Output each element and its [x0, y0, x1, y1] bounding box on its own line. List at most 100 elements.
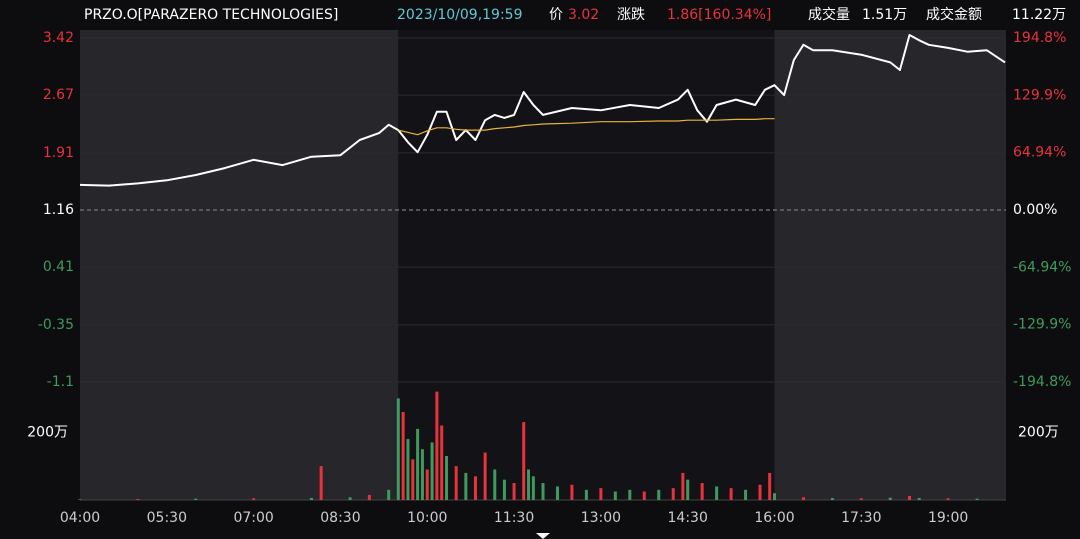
volume-bar — [367, 494, 371, 500]
x-tick-label: 08:30 — [320, 510, 360, 526]
volume-bar — [859, 498, 863, 500]
volume-bar — [440, 425, 444, 500]
volume: 1.51万 — [862, 7, 907, 23]
volume-bar — [411, 459, 415, 500]
x-tick-label: 10:00 — [407, 510, 447, 526]
volume-bar — [406, 439, 410, 500]
y-tick-label: -1.1 — [47, 374, 74, 390]
volume-bar — [252, 498, 256, 500]
volume-bar — [473, 476, 477, 500]
volume-tick-label: 200万 — [1018, 424, 1059, 440]
y2-tick-label: -194.8% — [1013, 374, 1071, 390]
volume-bar — [830, 497, 834, 500]
average-line — [398, 118, 775, 136]
y-tick-label: 1.91 — [43, 145, 74, 161]
volume-bar — [744, 489, 748, 500]
y2-tick-label: -64.94% — [1013, 259, 1071, 275]
volume-bar — [416, 428, 420, 500]
y2-tick-label: 64.94% — [1013, 145, 1066, 161]
volume-bar — [541, 483, 545, 500]
y-tick-label: 1.16 — [43, 202, 74, 218]
y2-tick-label: 194.8% — [1013, 30, 1066, 46]
regular-shade — [398, 30, 775, 500]
x-tick-label: 13:00 — [581, 510, 621, 526]
x-tick-label: 04:00 — [60, 510, 100, 526]
postmarket-shade — [774, 30, 1006, 500]
volume-bar — [917, 497, 921, 500]
volume-bar — [570, 484, 574, 500]
volume-bar — [946, 498, 950, 500]
volume-bar — [502, 479, 506, 500]
y2-tick-label: 129.9% — [1013, 87, 1066, 103]
volume-bar — [715, 486, 719, 500]
turnover-label: 成交金额 — [926, 6, 982, 23]
change-label: 涨跌 — [617, 7, 645, 23]
x-tick-label: 11:30 — [494, 510, 534, 526]
volume-bar — [319, 466, 323, 500]
volume-bar — [642, 491, 646, 500]
volume-bar — [430, 442, 434, 500]
volume-bar — [584, 489, 588, 500]
volume-bar — [681, 472, 685, 500]
volume-bar — [671, 488, 675, 500]
volume-bar — [310, 497, 313, 500]
volume-tick-label: 200万 — [27, 424, 68, 440]
volume-bar — [493, 469, 497, 500]
volume-bar — [401, 411, 405, 500]
volume-bar — [768, 472, 772, 500]
y-tick-label: 2.67 — [43, 87, 74, 103]
volume-bar — [531, 476, 535, 500]
scroll-indicator — [536, 533, 550, 539]
y-tick-label: 3.42 — [43, 30, 74, 46]
y-tick-label: -0.35 — [38, 317, 74, 333]
x-tick-label: 14:30 — [668, 510, 708, 526]
volume-bar — [420, 449, 424, 500]
volume-bar — [435, 391, 439, 500]
volume-bar — [729, 488, 733, 500]
volume-bar — [686, 479, 690, 500]
volume-bar — [194, 498, 198, 500]
turnover: 11.22万 — [1012, 7, 1066, 23]
volume-bar — [522, 422, 526, 500]
volume-bar — [464, 472, 468, 500]
x-tick-label: 05:30 — [147, 510, 187, 526]
volume-bar — [758, 484, 762, 500]
x-tick-label: 16:00 — [754, 510, 794, 526]
x-tick-label: 17:30 — [841, 510, 881, 526]
x-tick-label: 07:00 — [233, 510, 273, 526]
volume-bar — [483, 452, 487, 500]
volume-bar — [454, 466, 458, 500]
symbol: PRZO.O[PARAZERO TECHNOLOGIES] — [84, 7, 338, 23]
y-tick-label: 0.41 — [43, 259, 74, 275]
volume-bar — [975, 498, 979, 500]
y2-tick-label: -129.9% — [1013, 317, 1071, 333]
volume-bar — [425, 469, 429, 500]
datetime: 2023/10/09,19:59 — [397, 7, 523, 23]
change: 1.86[160.34%] — [667, 7, 771, 23]
price: 3.02 — [568, 7, 599, 23]
volume-bar — [527, 469, 531, 500]
volume-bar — [78, 499, 82, 500]
premarket-shade — [80, 30, 399, 500]
volume-bar — [599, 488, 603, 500]
price-line — [79, 34, 1006, 187]
volume-bar — [628, 489, 632, 500]
volume-bar — [657, 489, 661, 500]
volume-bar — [512, 483, 516, 500]
volume-bar — [348, 497, 352, 500]
volume-bar — [396, 398, 400, 500]
volume-bar — [773, 493, 776, 500]
volume-bar — [613, 491, 617, 500]
volume-bar — [908, 495, 912, 500]
volume-bar — [700, 483, 704, 500]
volume-label: 成交量 — [808, 6, 850, 23]
price-label: 价 — [549, 7, 563, 23]
volume-bar — [445, 455, 449, 500]
volume-bar — [888, 497, 892, 500]
volume-bar — [801, 497, 805, 500]
volume-bar — [555, 486, 559, 500]
y2-tick-label: 0.00% — [1013, 202, 1057, 218]
x-tick-label: 19:00 — [928, 510, 968, 526]
